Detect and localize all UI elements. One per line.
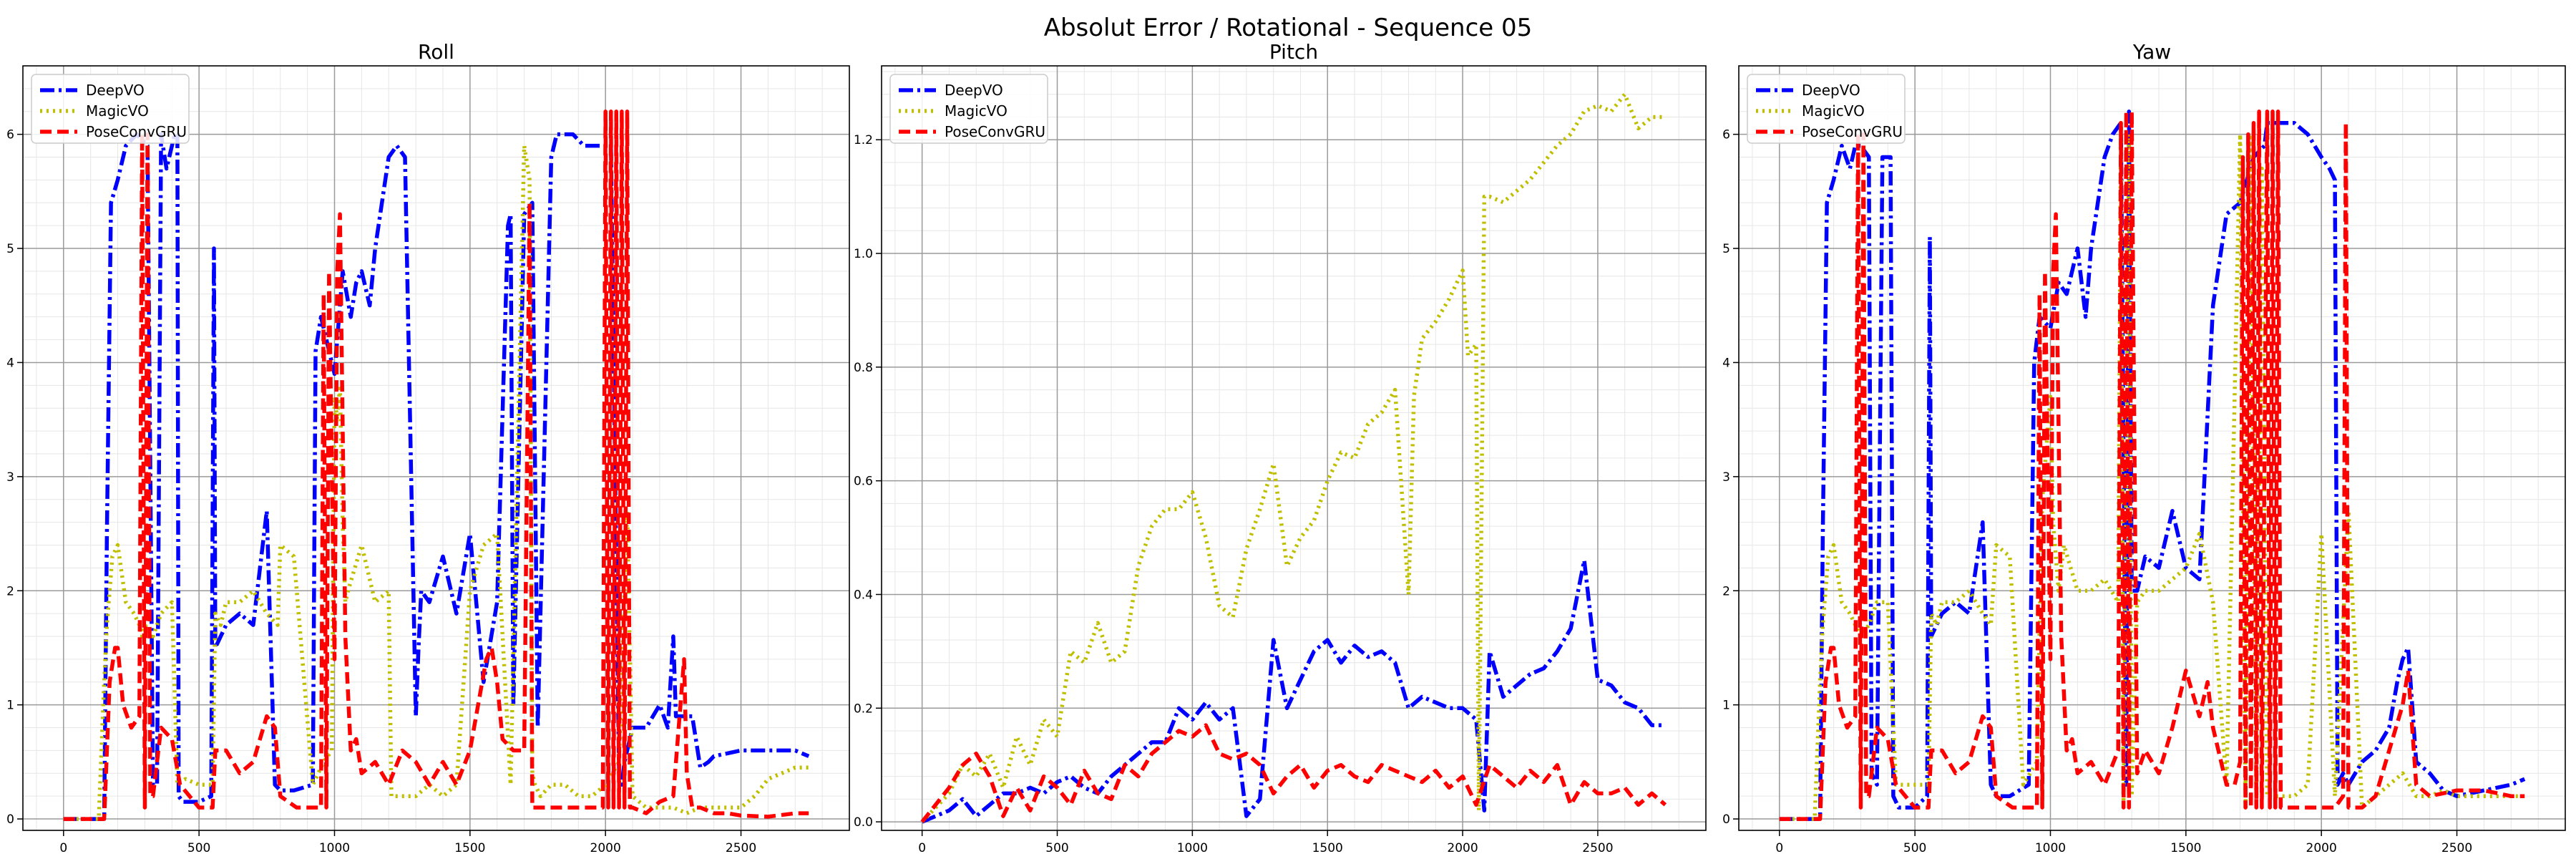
x-tick-label: 0 (918, 841, 926, 855)
x-tick-label: 2000 (2306, 841, 2337, 855)
y-tick-label: 4 (1722, 356, 1730, 370)
x-tick-label: 1000 (1177, 841, 1208, 855)
series-line-magicvo (920, 92, 1666, 823)
figure-title: Absolut Error / Rotational - Sequence 05 (1044, 14, 1533, 42)
series-group (63, 110, 810, 821)
x-tick-label: 500 (187, 841, 210, 855)
legend-label-magicvo: MagicVO (945, 102, 1008, 120)
subplot-yaw: 0 500 1000 1500 2000 2500 0 1 2 3 4 5 6 Yaw DeepVO Magi… (1722, 40, 2566, 855)
x-tick-label: 2000 (1447, 841, 1478, 855)
series-group (1779, 110, 2526, 821)
y-tick-label: 0.8 (854, 361, 873, 375)
x-tick-label: 1500 (1312, 841, 1343, 855)
y-tick-label: 5 (6, 242, 14, 256)
x-tick-label: 2500 (1582, 841, 1613, 855)
legend: DeepVO MagicVO PoseConvGRU (889, 74, 1048, 144)
plot-frame (881, 65, 1707, 831)
y-tick-label: 0 (1722, 812, 1730, 827)
subplot-title: Yaw (2132, 40, 2171, 64)
y-tick-label: 3 (1722, 470, 1730, 485)
legend-label-magicvo: MagicVO (86, 102, 149, 120)
legend-label-poseconvgru: PoseConvGRU (1802, 123, 1903, 140)
x-tick-label: 2500 (726, 841, 756, 855)
y-tick-label: 6 (1722, 128, 1730, 142)
y-tick-label: 0.0 (854, 815, 873, 830)
x-tick-label: 1500 (2170, 841, 2201, 855)
legend-label-deepvo: DeepVO (945, 82, 1003, 99)
x-tick-label: 1000 (2035, 841, 2066, 855)
y-tick-label: 1.0 (854, 247, 873, 261)
y-tick-label: 4 (6, 356, 14, 370)
y-tick-label: 2 (1722, 584, 1730, 598)
x-tick-label: 1000 (319, 841, 350, 855)
plot-frame (22, 65, 850, 831)
series-line-deepvo (921, 558, 1666, 824)
y-tick-label: 0 (6, 812, 14, 827)
x-tick-label: 2000 (590, 841, 621, 855)
subplot-title: Roll (418, 40, 454, 64)
legend: DeepVO MagicVO PoseConvGRU (1747, 74, 1906, 144)
x-tick-label: 1500 (454, 841, 485, 855)
legend-label-poseconvgru: PoseConvGRU (86, 123, 187, 140)
series-line-poseconvgru (1779, 110, 2525, 821)
x-tick-label: 2500 (2441, 841, 2472, 855)
series-line-deepvo (63, 132, 810, 821)
legend-label-poseconvgru: PoseConvGRU (945, 123, 1045, 140)
y-tick-label: 0.2 (854, 702, 873, 716)
series-line-poseconvgru (920, 723, 1667, 823)
legend-label-magicvo: MagicVO (1802, 102, 1865, 120)
y-tick-label: 5 (1722, 242, 1730, 256)
series-group (920, 92, 1667, 824)
x-tick-label: 500 (1903, 841, 1926, 855)
y-tick-label: 6 (6, 128, 14, 142)
axes-root: 0 500 1000 1500 2000 25000123456RollDeepVOMag… (6, 40, 2566, 855)
y-tick-label: 3 (6, 470, 14, 485)
legend-label-deepvo: DeepVO (86, 82, 145, 99)
x-tick-label: 0 (1775, 841, 1783, 855)
series-line-magicvo (1779, 120, 2525, 821)
y-tick-label: 0.6 (854, 475, 873, 489)
series-line-deepvo (1779, 110, 2526, 821)
series-line-poseconvgru (63, 110, 809, 821)
y-tick-label: 1.2 (854, 133, 873, 147)
plot-frame (1738, 65, 2566, 831)
x-tick-label: 500 (1045, 841, 1068, 855)
subplot-roll: 0 500 1000 1500 2000 2500 0 1 2 3 4 5 6 Roll DeepVO Mag… (6, 40, 850, 855)
y-tick-label: 2 (6, 584, 14, 598)
subplot-title: Pitch (1269, 40, 1318, 64)
y-tick-label: 1 (1722, 699, 1730, 713)
subplot-pitch: 0 500 1000 1500 2000 2500 0.0 0.2 0.4 0.6 0.8 1.0 1.… (854, 40, 1707, 855)
y-tick-label: 1 (6, 699, 14, 713)
x-tick-label: 0 (59, 841, 67, 855)
legend-label-deepvo: DeepVO (1802, 82, 1860, 99)
y-tick-label: 0.4 (854, 588, 873, 602)
legend: DeepVO MagicVO PoseConvGRU (31, 74, 190, 144)
